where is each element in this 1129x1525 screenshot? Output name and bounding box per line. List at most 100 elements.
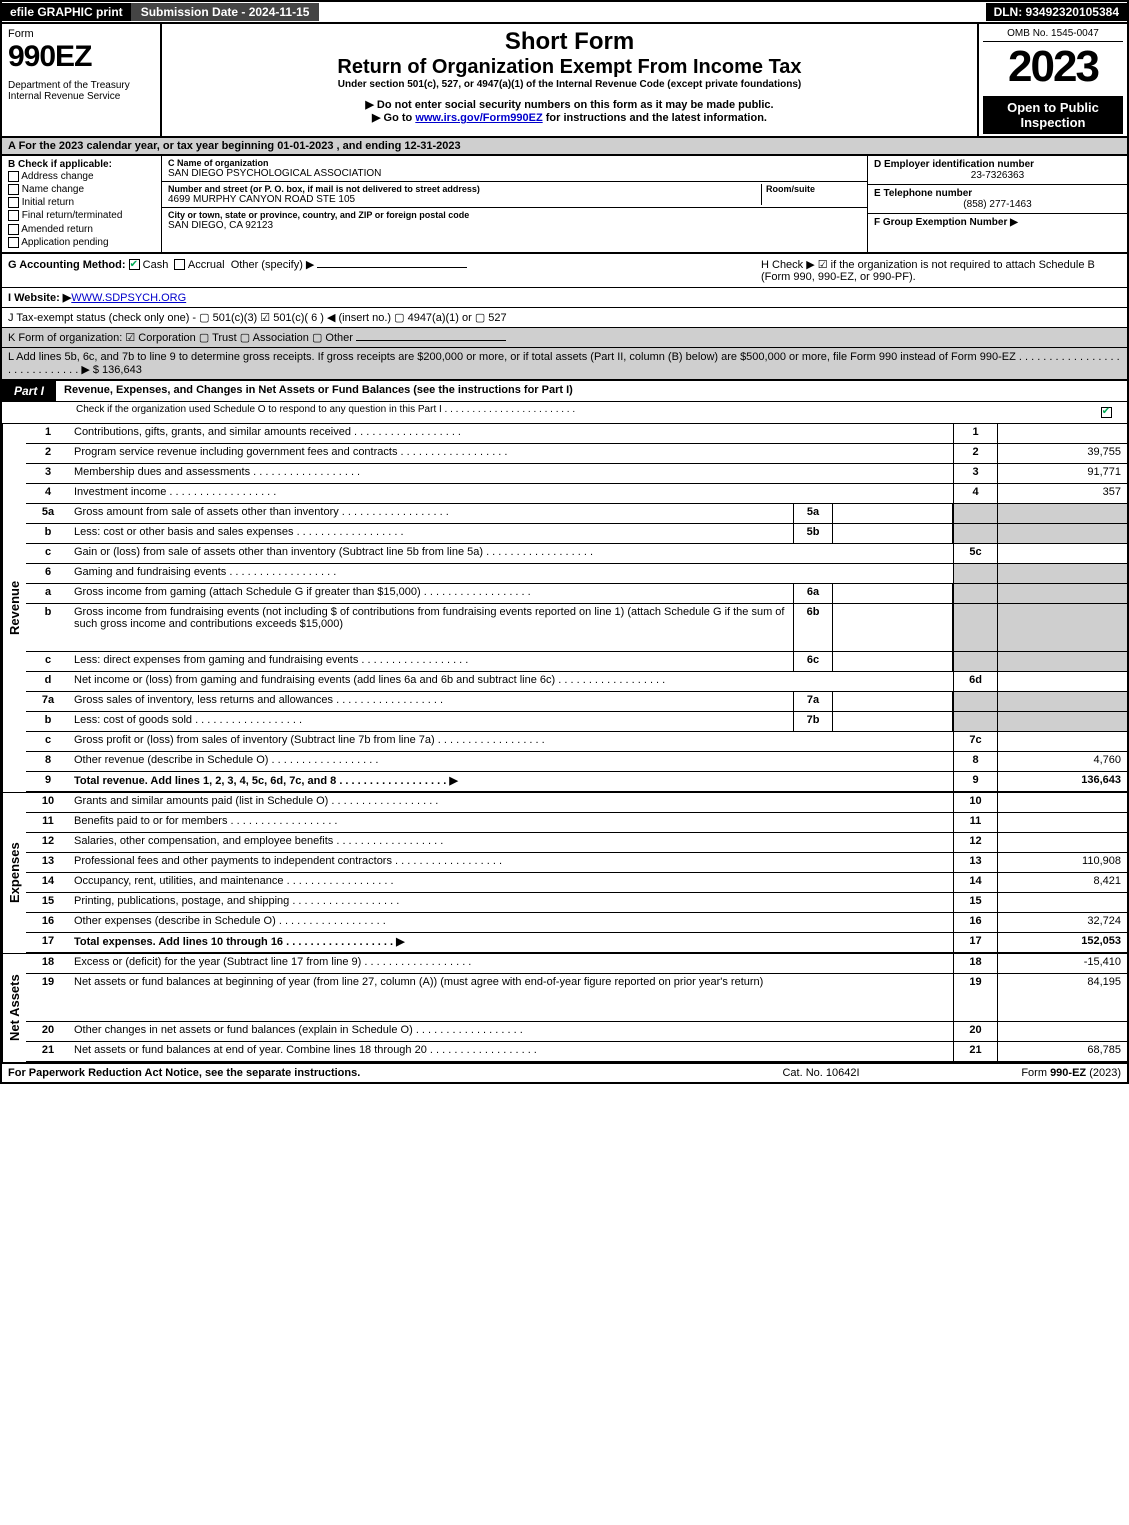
line-c: cGross profit or (loss) from sales of in… bbox=[26, 732, 1127, 752]
omb-number: OMB No. 1545-0047 bbox=[983, 26, 1123, 42]
line-15: 15Printing, publications, postage, and s… bbox=[26, 893, 1127, 913]
vcat-revenue: Revenue bbox=[2, 424, 26, 792]
row-g-h: G Accounting Method: Cash Accrual Other … bbox=[0, 254, 1129, 288]
line-19-value: 84,195 bbox=[997, 974, 1127, 1021]
line-b: bLess: cost of goods sold . . . . . . . … bbox=[26, 712, 1127, 732]
line-3: 3Membership dues and assessments . . . .… bbox=[26, 464, 1127, 484]
line-14: 14Occupancy, rent, utilities, and mainte… bbox=[26, 873, 1127, 893]
netassets-grid: Net Assets 18Excess or (deficit) for the… bbox=[0, 953, 1129, 1064]
line-c-value bbox=[997, 732, 1127, 751]
line-5a: 5aGross amount from sale of assets other… bbox=[26, 504, 1127, 524]
tax-year: 2023 bbox=[983, 42, 1123, 92]
form-number: 990EZ bbox=[8, 40, 154, 74]
return-title: Return of Organization Exempt From Incom… bbox=[168, 56, 971, 79]
line-c: cGain or (loss) from sale of assets othe… bbox=[26, 544, 1127, 564]
line-c-value bbox=[997, 652, 1127, 671]
line-17-value: 152,053 bbox=[997, 933, 1127, 952]
under-section: Under section 501(c), 527, or 4947(a)(1)… bbox=[168, 79, 971, 90]
cb-cash[interactable] bbox=[129, 259, 140, 270]
revenue-grid: Revenue 1Contributions, gifts, grants, a… bbox=[0, 424, 1129, 792]
line-7a-value bbox=[997, 692, 1127, 711]
line-9: 9Total revenue. Add lines 1, 2, 3, 4, 5c… bbox=[26, 772, 1127, 792]
expenses-grid: Expenses 10Grants and similar amounts pa… bbox=[0, 792, 1129, 953]
irs-link[interactable]: www.irs.gov/Form990EZ bbox=[415, 112, 542, 124]
telephone: (858) 277-1463 bbox=[874, 199, 1121, 210]
line-20-value bbox=[997, 1022, 1127, 1041]
line-b: bGross income from fundraising events (n… bbox=[26, 604, 1127, 652]
section-b: B Check if applicable: Address change Na… bbox=[2, 156, 162, 252]
efile-print[interactable]: efile GRAPHIC print bbox=[2, 3, 131, 21]
line-b-value bbox=[997, 712, 1127, 731]
org-street: 4699 MURPHY CANYON ROAD STE 105 bbox=[168, 194, 761, 205]
submission-date: Submission Date - 2024-11-15 bbox=[131, 3, 320, 21]
section-a-period: A For the 2023 calendar year, or tax yea… bbox=[0, 138, 1129, 156]
cb-address-change[interactable]: Address change bbox=[8, 170, 155, 183]
cb-schedule-o[interactable] bbox=[1101, 407, 1112, 418]
cb-name-change[interactable]: Name change bbox=[8, 183, 155, 196]
ein: 23-7326363 bbox=[874, 170, 1121, 181]
line-d-value bbox=[997, 672, 1127, 691]
section-bcd: B Check if applicable: Address change Na… bbox=[0, 156, 1129, 254]
line-a: aGross income from gaming (attach Schedu… bbox=[26, 584, 1127, 604]
bullet-goto: ▶ Go to www.irs.gov/Form990EZ for instru… bbox=[168, 111, 971, 124]
line-8-value: 4,760 bbox=[997, 752, 1127, 771]
line-c: cLess: direct expenses from gaming and f… bbox=[26, 652, 1127, 672]
line-2: 2Program service revenue including gover… bbox=[26, 444, 1127, 464]
line-b: bLess: cost or other basis and sales exp… bbox=[26, 524, 1127, 544]
line-1: 1Contributions, gifts, grants, and simil… bbox=[26, 424, 1127, 444]
line-b-value bbox=[997, 604, 1127, 651]
cb-final-return[interactable]: Final return/terminated bbox=[8, 209, 155, 222]
org-name: SAN DIEGO PSYCHOLOGICAL ASSOCIATION bbox=[168, 168, 861, 179]
line-1-value bbox=[997, 424, 1127, 443]
line-10-value bbox=[997, 793, 1127, 812]
footer-catno: Cat. No. 10642I bbox=[721, 1067, 921, 1079]
row-i-website: I Website: ▶WWW.SDPSYCH.ORG bbox=[0, 288, 1129, 308]
short-form-title: Short Form bbox=[168, 28, 971, 56]
part-1-tab: Part I bbox=[2, 381, 56, 401]
line-8: 8Other revenue (describe in Schedule O) … bbox=[26, 752, 1127, 772]
vcat-expenses: Expenses bbox=[2, 793, 26, 953]
line-15-value bbox=[997, 893, 1127, 912]
cb-application-pending[interactable]: Application pending bbox=[8, 236, 155, 249]
form-header: Form 990EZ Department of the Treasury In… bbox=[0, 24, 1129, 138]
cb-initial-return[interactable]: Initial return bbox=[8, 196, 155, 209]
bullet-ssn: ▶ Do not enter social security numbers o… bbox=[168, 98, 971, 111]
form-word: Form bbox=[8, 28, 154, 40]
part-1-header: Part I Revenue, Expenses, and Changes in… bbox=[0, 381, 1129, 402]
line-18-value: -15,410 bbox=[997, 954, 1127, 973]
line-17: 17Total expenses. Add lines 10 through 1… bbox=[26, 933, 1127, 953]
line-18: 18Excess or (deficit) for the year (Subt… bbox=[26, 954, 1127, 974]
part-1-schedule-o-check: Check if the organization used Schedule … bbox=[76, 404, 1091, 421]
section-def: D Employer identification number 23-7326… bbox=[867, 156, 1127, 252]
line-19: 19Net assets or fund balances at beginni… bbox=[26, 974, 1127, 1022]
vcat-netassets: Net Assets bbox=[2, 954, 26, 1062]
line-16: 16Other expenses (describe in Schedule O… bbox=[26, 913, 1127, 933]
line-b-value bbox=[997, 524, 1127, 543]
footer-paperwork: For Paperwork Reduction Act Notice, see … bbox=[8, 1067, 721, 1079]
line-5a-value bbox=[997, 504, 1127, 523]
line-3-value: 91,771 bbox=[997, 464, 1127, 483]
line-13-value: 110,908 bbox=[997, 853, 1127, 872]
website-link[interactable]: WWW.SDPSYCH.ORG bbox=[71, 292, 186, 304]
line-a-value bbox=[997, 584, 1127, 603]
line-11-value bbox=[997, 813, 1127, 832]
org-city: SAN DIEGO, CA 92123 bbox=[168, 220, 861, 231]
line-13: 13Professional fees and other payments t… bbox=[26, 853, 1127, 873]
line-12: 12Salaries, other compensation, and empl… bbox=[26, 833, 1127, 853]
row-l-gross-receipts: L Add lines 5b, 6c, and 7b to line 9 to … bbox=[0, 348, 1129, 381]
dln: DLN: 93492320105384 bbox=[986, 3, 1127, 21]
cb-amended-return[interactable]: Amended return bbox=[8, 223, 155, 236]
line-2-value: 39,755 bbox=[997, 444, 1127, 463]
line-16-value: 32,724 bbox=[997, 913, 1127, 932]
line-d: dNet income or (loss) from gaming and fu… bbox=[26, 672, 1127, 692]
line-6-value bbox=[997, 564, 1127, 583]
line-11: 11Benefits paid to or for members . . . … bbox=[26, 813, 1127, 833]
page-footer: For Paperwork Reduction Act Notice, see … bbox=[0, 1064, 1129, 1084]
open-public-inspection: Open to Public Inspection bbox=[983, 96, 1123, 134]
line-6: 6Gaming and fundraising events . . . . .… bbox=[26, 564, 1127, 584]
line-12-value bbox=[997, 833, 1127, 852]
line-4-value: 357 bbox=[997, 484, 1127, 503]
cb-accrual[interactable] bbox=[174, 259, 185, 270]
section-c: C Name of organization SAN DIEGO PSYCHOL… bbox=[162, 156, 867, 252]
gross-receipts-amount: 136,643 bbox=[102, 364, 142, 376]
